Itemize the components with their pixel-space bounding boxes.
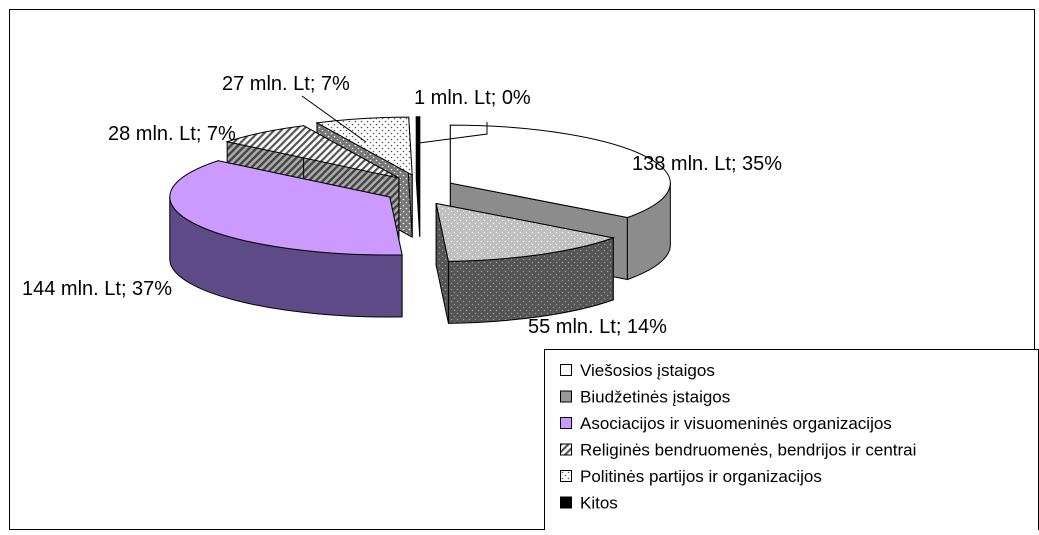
legend-box <box>544 349 1039 531</box>
pie-slice <box>435 202 616 324</box>
pie-slice <box>169 160 403 318</box>
leader-line <box>418 122 488 144</box>
legend-entry: Politinės partijos ir organizacijos <box>560 467 822 486</box>
legend-label: Asociacijos ir visuomeninės organizacijo… <box>580 414 892 433</box>
pie-slices <box>169 116 671 324</box>
legend-swatch <box>560 443 572 456</box>
legend-entry: Biudžetinės įstaigos <box>560 388 730 407</box>
legend-entry: Kitos <box>560 494 618 513</box>
legend-swatch <box>560 390 572 403</box>
legend-swatch <box>560 496 572 509</box>
leader-line <box>301 95 367 143</box>
legend-label: Viešosios įstaigos <box>580 361 715 380</box>
data-label: 144 mln. Lt; 37% <box>22 278 172 300</box>
data-label: 138 mln. Lt; 35% <box>632 153 782 175</box>
data-labels: 138 mln. Lt; 35% 55 mln. Lt; 14% 144 mln. … <box>22 73 782 338</box>
data-label: 55 mln. Lt; 14% <box>528 316 667 338</box>
legend-entry: Asociacijos ir visuomeninės organizacijo… <box>560 414 892 433</box>
slice-top <box>435 202 616 262</box>
data-label: 28 mln. Lt; 7% <box>108 123 236 145</box>
legend-swatch <box>560 364 572 376</box>
legend-label: Religinės bendruomenės, bendrijos ir cen… <box>580 441 916 460</box>
slice-top <box>315 116 413 176</box>
legend-entry: Viešosios įstaigos <box>560 361 715 380</box>
legend-swatch <box>560 417 572 429</box>
legend-entry: Religinės bendruomenės, bendrijos ir cen… <box>560 441 916 460</box>
legend-label: Politinės partijos ir organizacijos <box>580 467 822 486</box>
slice-top <box>415 116 421 175</box>
leader-lines <box>301 95 488 144</box>
slice-top <box>449 124 671 219</box>
data-label: 27 mln. Lt; 7% <box>222 73 350 95</box>
pie-slice <box>415 116 421 237</box>
slice-top <box>169 160 403 256</box>
data-label: 1 mln. Lt; 0% <box>414 87 531 109</box>
legend-label: Biudžetinės įstaigos <box>580 388 730 407</box>
legend-label: Kitos <box>580 494 618 513</box>
legend: Viešosios įstaigos Biudžetinės įstaigos As… <box>560 361 916 513</box>
slice-top <box>225 125 400 179</box>
legend-swatch <box>560 470 572 482</box>
